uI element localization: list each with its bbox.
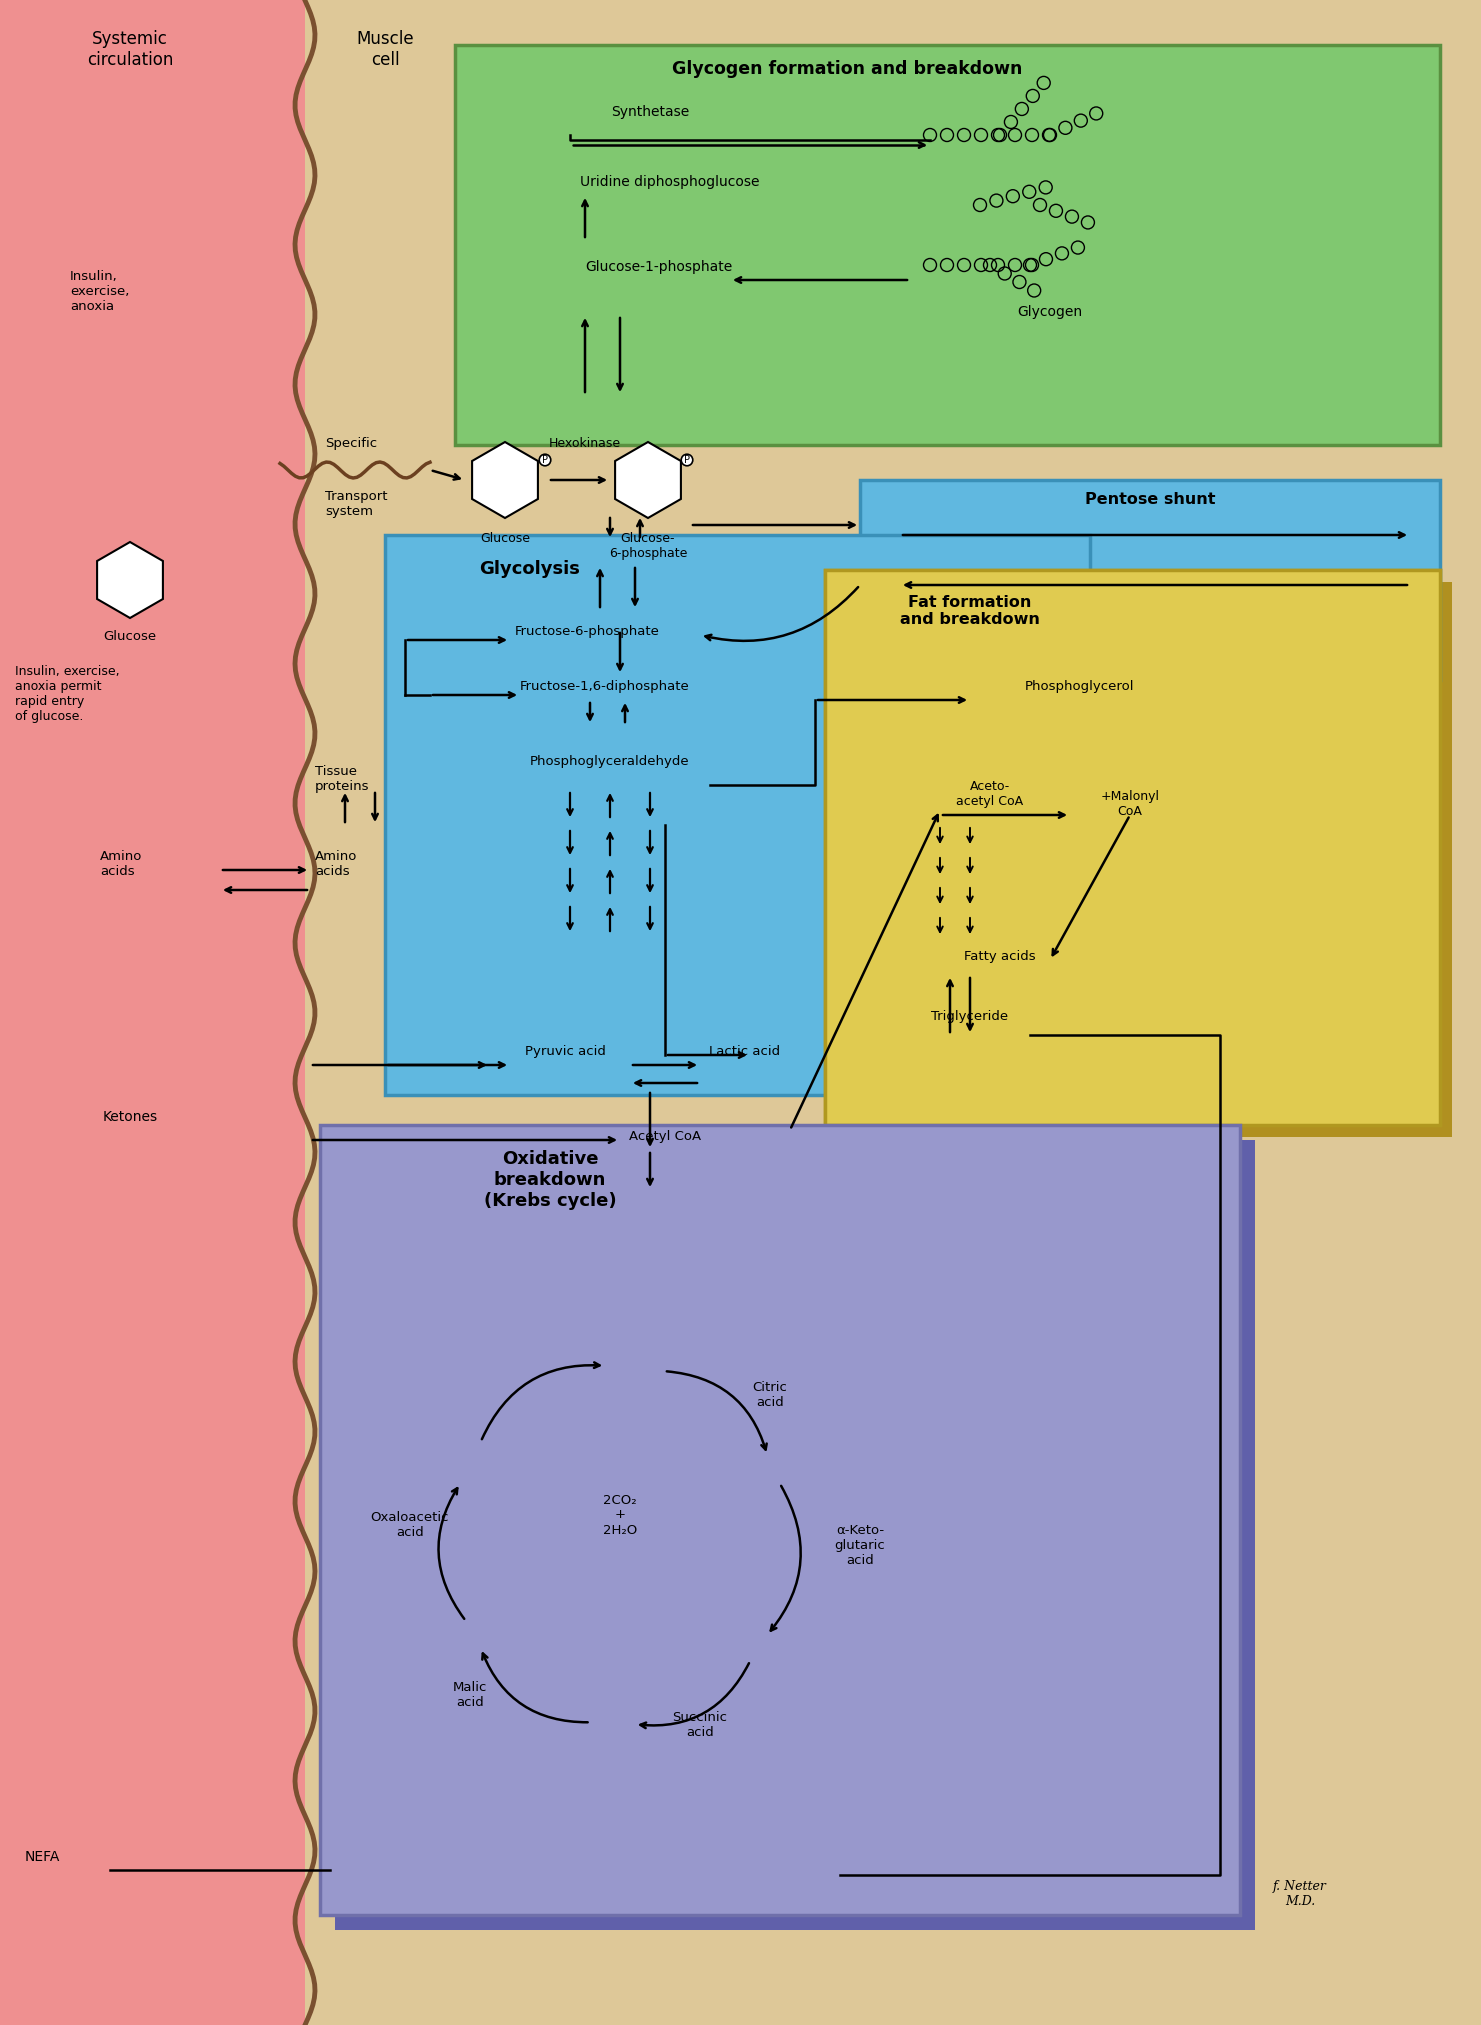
FancyBboxPatch shape bbox=[335, 1140, 1254, 1930]
Text: Transport
system: Transport system bbox=[324, 490, 388, 518]
Text: Fructose-1,6-diphosphate: Fructose-1,6-diphosphate bbox=[520, 680, 690, 693]
Text: Glycogen formation and breakdown: Glycogen formation and breakdown bbox=[672, 61, 1023, 79]
Text: Specific: Specific bbox=[324, 437, 378, 450]
Text: Acetyl CoA: Acetyl CoA bbox=[629, 1130, 701, 1142]
FancyBboxPatch shape bbox=[455, 45, 1440, 446]
Text: Glycogen: Glycogen bbox=[1017, 306, 1083, 320]
Text: Muscle
cell: Muscle cell bbox=[357, 30, 413, 69]
Text: P: P bbox=[684, 456, 690, 466]
Text: Fat formation
and breakdown: Fat formation and breakdown bbox=[900, 595, 1040, 628]
Text: Malic
acid: Malic acid bbox=[453, 1681, 487, 1709]
FancyBboxPatch shape bbox=[305, 0, 1481, 2025]
Text: Uridine diphosphoglucose: Uridine diphosphoglucose bbox=[581, 174, 760, 188]
Text: NEFA: NEFA bbox=[25, 1851, 61, 1863]
Text: Pentose shunt: Pentose shunt bbox=[1084, 492, 1216, 506]
Text: Lactic acid: Lactic acid bbox=[709, 1045, 780, 1057]
Text: Systemic
circulation: Systemic circulation bbox=[87, 30, 173, 69]
Text: Triglyceride: Triglyceride bbox=[932, 1010, 1009, 1023]
Text: +Malonyl
CoA: +Malonyl CoA bbox=[1100, 790, 1160, 818]
FancyBboxPatch shape bbox=[825, 569, 1440, 1126]
Text: Succinic
acid: Succinic acid bbox=[672, 1711, 727, 1739]
Text: P: P bbox=[542, 456, 548, 466]
Text: Phosphoglycerol: Phosphoglycerol bbox=[1025, 680, 1134, 693]
Text: Pyruvic acid: Pyruvic acid bbox=[524, 1045, 606, 1057]
FancyBboxPatch shape bbox=[320, 1126, 1240, 1916]
Text: 2CO₂
+
2H₂O: 2CO₂ + 2H₂O bbox=[603, 1494, 637, 1537]
Text: Ketones: Ketones bbox=[102, 1110, 157, 1124]
FancyBboxPatch shape bbox=[385, 535, 1090, 1096]
Text: Phosphoglyceraldehyde: Phosphoglyceraldehyde bbox=[530, 755, 690, 767]
Text: Oxaloacetic
acid: Oxaloacetic acid bbox=[370, 1511, 449, 1539]
Text: Aceto-
acetyl CoA: Aceto- acetyl CoA bbox=[957, 780, 1023, 808]
FancyBboxPatch shape bbox=[825, 569, 1440, 1126]
Text: Hexokinase: Hexokinase bbox=[549, 437, 621, 450]
Text: Glucose-
6-phosphate: Glucose- 6-phosphate bbox=[609, 533, 687, 561]
Text: Glucose: Glucose bbox=[480, 533, 530, 545]
Text: Amino
acids: Amino acids bbox=[101, 850, 142, 879]
Text: Citric
acid: Citric acid bbox=[752, 1381, 788, 1409]
Text: Tissue
proteins: Tissue proteins bbox=[315, 765, 369, 794]
Text: Synthetase: Synthetase bbox=[610, 105, 689, 119]
FancyBboxPatch shape bbox=[860, 480, 1440, 680]
FancyBboxPatch shape bbox=[837, 581, 1451, 1136]
Text: Insulin,
exercise,
anoxia: Insulin, exercise, anoxia bbox=[70, 269, 129, 314]
Text: Glucose: Glucose bbox=[104, 630, 157, 644]
FancyBboxPatch shape bbox=[0, 0, 305, 2025]
Text: Glycolysis: Glycolysis bbox=[480, 561, 581, 577]
Text: Amino
acids: Amino acids bbox=[315, 850, 357, 879]
Text: f. Netter
M.D.: f. Netter M.D. bbox=[1274, 1879, 1327, 1908]
Text: Oxidative
breakdown
(Krebs cycle): Oxidative breakdown (Krebs cycle) bbox=[484, 1150, 616, 1209]
Text: Glucose-1-phosphate: Glucose-1-phosphate bbox=[585, 259, 732, 273]
Text: Fructose-6-phosphate: Fructose-6-phosphate bbox=[515, 626, 661, 638]
Text: Fatty acids: Fatty acids bbox=[964, 950, 1035, 964]
Text: α-Keto-
glutaric
acid: α-Keto- glutaric acid bbox=[835, 1523, 886, 1567]
Text: Insulin, exercise,
anoxia permit
rapid entry
of glucose.: Insulin, exercise, anoxia permit rapid e… bbox=[15, 664, 120, 723]
